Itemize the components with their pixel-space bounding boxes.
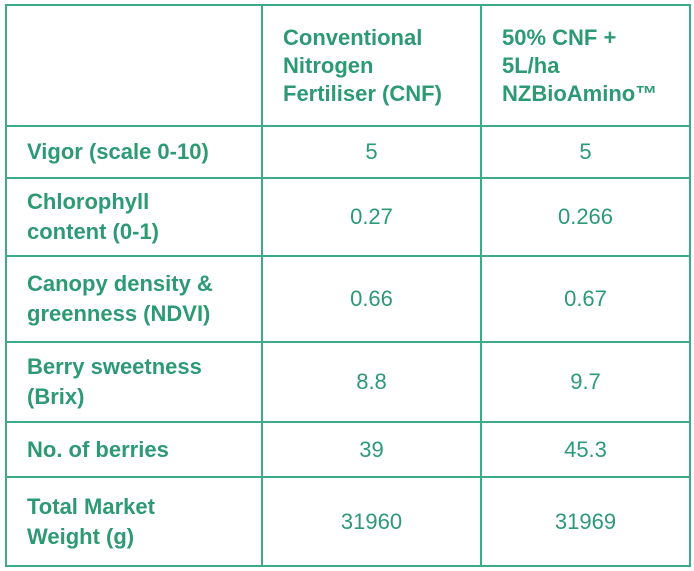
header-bioamino: 50% CNF + 5L/ha NZBioAmino™ — [480, 4, 691, 127]
value-weight-bio: 31969 — [480, 476, 691, 567]
value-vigor-cnf: 5 — [261, 125, 482, 179]
value-canopy-cnf: 0.66 — [261, 255, 482, 343]
value-canopy-bio: 0.67 — [480, 255, 691, 343]
row-label-chlorophyll: Chlorophyll content (0-1) — [5, 177, 263, 257]
table-row: Vigor (scale 0-10) 5 5 — [5, 125, 691, 179]
row-label-berry-count: No. of berries — [5, 421, 263, 478]
value-brix-bio: 9.7 — [480, 341, 691, 423]
row-label-berry-sweetness: Berry sweetness (Brix) — [5, 341, 263, 423]
table-row: Berry sweetness (Brix) 8.8 9.7 — [5, 341, 691, 423]
table-row: Canopy density & greenness (NDVI) 0.66 0… — [5, 255, 691, 343]
value-brix-cnf: 8.8 — [261, 341, 482, 423]
value-berries-bio: 45.3 — [480, 421, 691, 478]
row-label-vigor: Vigor (scale 0-10) — [5, 125, 263, 179]
value-weight-cnf: 31960 — [261, 476, 482, 567]
table-header-row: Conventional Nitrogen Fertiliser (CNF) 5… — [5, 4, 691, 127]
row-label-market-weight: Total Market Weight (g) — [5, 476, 263, 567]
table-row: No. of berries 39 45.3 — [5, 421, 691, 478]
value-berries-cnf: 39 — [261, 421, 482, 478]
value-chlorophyll-cnf: 0.27 — [261, 177, 482, 257]
table-row: Chlorophyll content (0-1) 0.27 0.266 — [5, 177, 691, 257]
fertiliser-comparison-table: Conventional Nitrogen Fertiliser (CNF) 5… — [5, 4, 691, 567]
table-row: Total Market Weight (g) 31960 31969 — [5, 476, 691, 567]
row-label-canopy: Canopy density & greenness (NDVI) — [5, 255, 263, 343]
value-vigor-bio: 5 — [480, 125, 691, 179]
header-corner-cell — [5, 4, 263, 127]
header-cnf: Conventional Nitrogen Fertiliser (CNF) — [261, 4, 482, 127]
value-chlorophyll-bio: 0.266 — [480, 177, 691, 257]
